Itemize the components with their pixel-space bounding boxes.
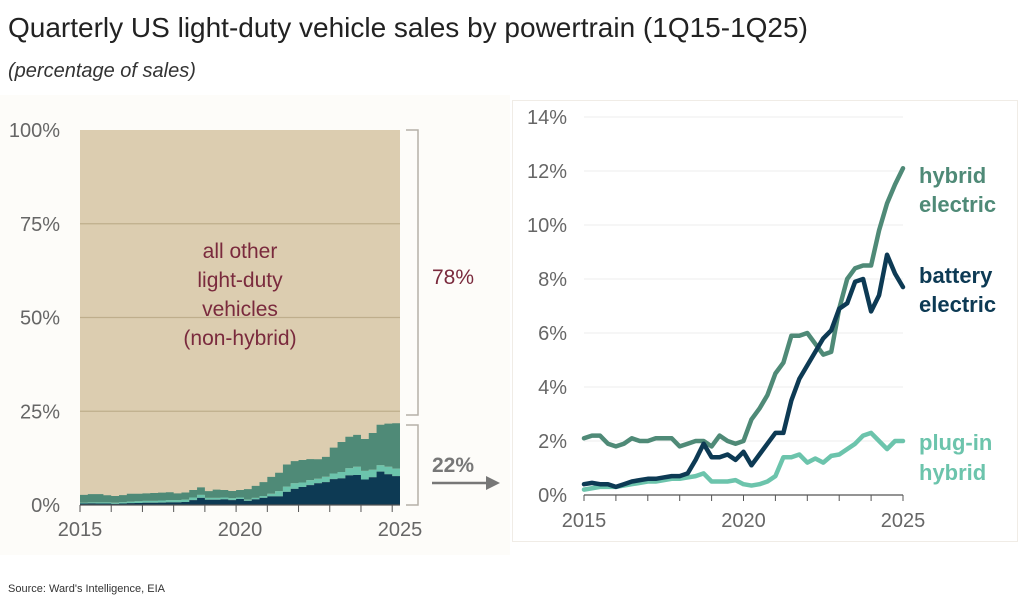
- area-label: light-duty: [197, 269, 283, 292]
- chart-title: Quarterly US light-duty vehicle sales by…: [8, 12, 808, 43]
- y-tick-label: 4%: [538, 377, 567, 399]
- x-tick-label: 2015: [58, 519, 103, 541]
- series-label: electric: [919, 192, 996, 217]
- hybrid-electric-area: [80, 423, 400, 503]
- area-label: all other: [203, 240, 278, 263]
- area-label: (non-hybrid): [183, 327, 296, 350]
- right-panel-background: [512, 100, 1018, 542]
- y-tick-label: 50%: [20, 308, 60, 330]
- y-tick-label: 75%: [20, 214, 60, 236]
- area-label: vehicles: [202, 298, 278, 321]
- x-tick-label: 2015: [562, 510, 607, 532]
- y-tick-label: 8%: [538, 269, 567, 291]
- y-tick-label: 25%: [20, 401, 60, 423]
- y-tick-label: 10%: [527, 215, 567, 237]
- bracket-label-22: 22%: [432, 454, 474, 477]
- bracket-label-78: 78%: [432, 266, 474, 289]
- y-tick-label: 6%: [538, 323, 567, 345]
- source-note: Source: Ward's Intelligence, EIA: [8, 583, 165, 595]
- y-tick-label: 12%: [527, 161, 567, 183]
- hybrid-electric-line: [581, 166, 906, 449]
- series-label: hybrid: [919, 163, 986, 188]
- arrow-head-icon: [486, 476, 500, 490]
- x-tick-label: 2025: [378, 519, 423, 541]
- series-label: electric: [919, 292, 996, 317]
- plug-in-hybrid-line: [581, 430, 906, 492]
- y-tick-label: 0%: [538, 485, 567, 507]
- y-tick-label: 2%: [538, 431, 567, 453]
- x-tick-label: 2025: [881, 510, 926, 532]
- battery-electric-line: [581, 252, 906, 490]
- series-label: hybrid: [919, 460, 986, 485]
- bracket-lower: [406, 424, 419, 506]
- chart-subtitle: (percentage of sales): [8, 60, 196, 82]
- y-tick-label: 0%: [31, 495, 60, 517]
- bracket-upper: [406, 129, 419, 416]
- x-tick-label: 2020: [721, 510, 766, 532]
- x-tick-label: 2020: [218, 519, 263, 541]
- series-label: battery: [919, 263, 993, 288]
- battery-electric-area: [80, 471, 400, 505]
- y-tick-label: 14%: [527, 107, 567, 129]
- y-tick-label: 100%: [9, 120, 60, 142]
- series-label: plug-in: [919, 430, 992, 455]
